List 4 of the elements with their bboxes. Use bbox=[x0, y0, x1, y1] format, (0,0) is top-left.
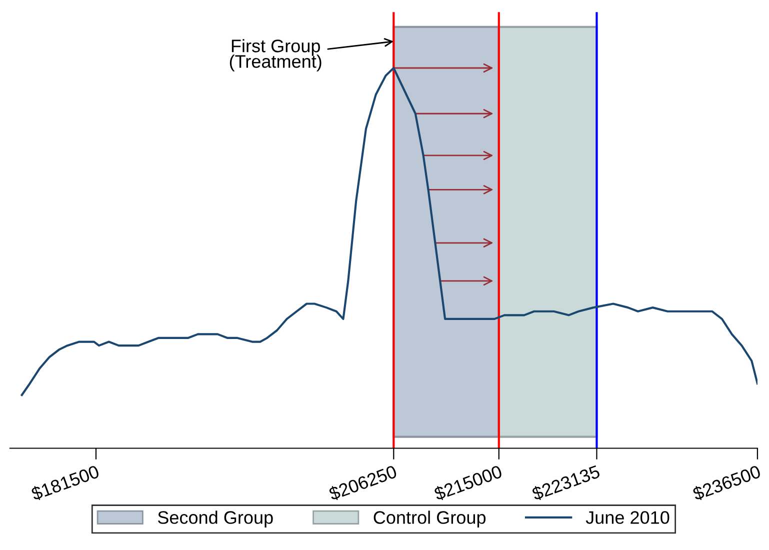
legend-label: Control Group bbox=[374, 510, 486, 528]
annotation: First Group (Treatment) bbox=[230, 39, 322, 72]
legend-label: Second Group bbox=[158, 510, 273, 528]
legend-label: June 2010 bbox=[586, 511, 670, 524]
